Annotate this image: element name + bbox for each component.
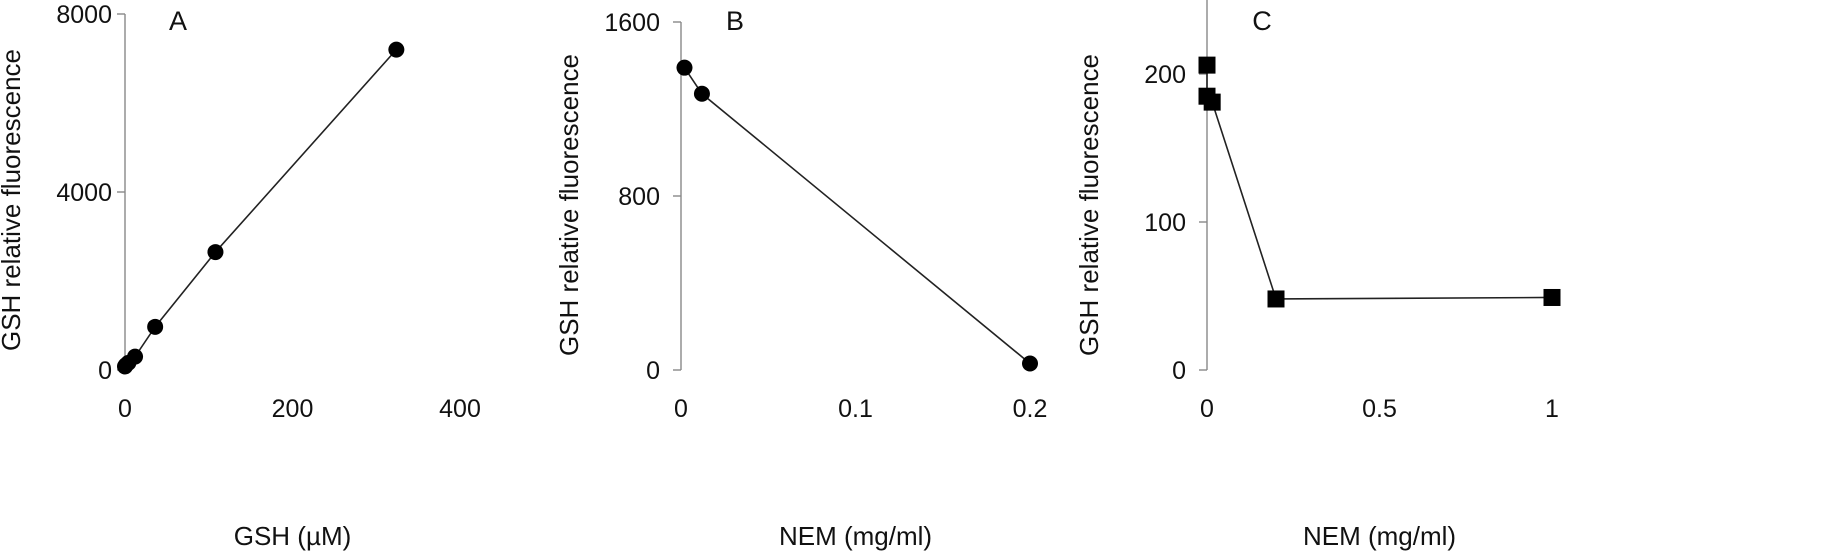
panel-c-y-tick-label: 100 [1144,209,1186,237]
panel-a-data-point [127,348,144,365]
panel-c-letter: C [1252,6,1272,36]
panel-c-data-point [1543,288,1561,306]
panel-c-x-tick-label: 0 [1200,395,1214,423]
panel-b-y-tick-label: 0 [646,357,660,385]
panel-c-x-tick-label: 1 [1545,395,1559,423]
panel-a-x-tick-label: 400 [439,395,481,423]
panel-b-y-tick-label: 800 [618,183,660,211]
panel-c-x-tick-label: 0.5 [1362,395,1397,423]
panel-c-y-tick-label: 200 [1144,61,1186,89]
panel-b-y-tick-label: 1600 [604,9,660,37]
panel-b-data-point [676,59,693,76]
panel-a-data-point [147,318,164,335]
panel-c-x-axis-label: NEM (mg/ml) [1303,521,1456,551]
panel-b-y-axis-label: GSH relative fluorescence [554,54,584,356]
panel-a-y-tick-label: 8000 [56,1,112,29]
panel-c-y-tick-label: 0 [1172,357,1186,385]
panel-b-letter: B [726,6,744,36]
panel-b-series-line [683,67,1031,365]
panel-a-series-line [124,49,397,367]
panel-b-x-axis-label: NEM (mg/ml) [779,521,932,551]
panel-c-y-axis-label: GSH relative fluorescence [1074,54,1104,356]
panel-a-x-axis-label: GSH (µM) [234,521,352,551]
panel-c-series-line [1206,65,1553,300]
panel-b-x-tick-label: 0.2 [1013,395,1048,423]
panel-b-x-tick-label: 0.1 [838,395,873,423]
panel-a-letter: A [169,6,187,36]
panel-a-data-point [207,244,224,261]
panel-b-data-point [693,85,710,102]
panel-a-y-tick-label: 4000 [56,179,112,207]
panel-b-x-tick-label: 0 [674,395,688,423]
panel-a-y-tick-label: 0 [98,357,112,385]
panel-a-data-point [388,41,405,58]
panel-a-x-tick-label: 200 [272,395,314,423]
panel-c-data-point [1198,56,1216,74]
panel-c-data-point [1203,93,1221,111]
panel-a-x-tick-label: 0 [118,395,132,423]
panel-b-data-point [1022,355,1038,372]
panel-a-y-axis-label: GSH relative fluorescence [0,49,26,351]
panel-c-data-point [1267,290,1285,308]
